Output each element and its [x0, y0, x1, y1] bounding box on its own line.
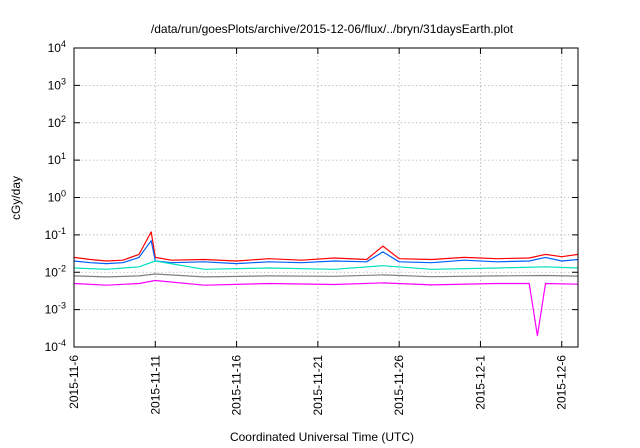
y-tick-label: 10-1 [45, 226, 66, 242]
series-line [73, 273, 579, 278]
y-axis-label: cGy/day [9, 176, 23, 220]
y-tick-label: 100 [48, 189, 66, 205]
y-tick-label: 10-2 [45, 263, 66, 279]
x-tick-label: 2015-11-26 [392, 355, 406, 416]
x-tick-label: 2015-12-6 [555, 355, 569, 410]
x-tick-label: 2015-11-21 [311, 355, 325, 416]
ticks-layer: 10-4 10-3 10-2 10-1 100 101 102 103 104 2015-11-6… [45, 39, 578, 416]
chart-title: /data/run/goesPlots/archive/2015-12-06/f… [151, 22, 514, 36]
y-tick-label: 101 [48, 151, 66, 167]
series-line [73, 260, 579, 270]
y-tick-label: 102 [48, 114, 66, 130]
series-line [73, 231, 579, 262]
grid-layer [74, 48, 578, 347]
x-axis-label: Coordinated Universal Time (UTC) [230, 430, 414, 444]
x-tick-label: 2015-11-16 [230, 355, 244, 416]
y-tick-label: 103 [48, 76, 66, 92]
series-line [73, 279, 579, 337]
series-layer [73, 231, 579, 337]
y-tick-label: 10-3 [45, 301, 66, 317]
series-line [73, 240, 579, 265]
x-tick-label: 2015-11-11 [148, 355, 162, 415]
y-tick-label: 104 [48, 39, 66, 55]
y-tick-label: 10-4 [45, 338, 66, 354]
x-tick-label: 2015-11-6 [67, 355, 81, 409]
x-tick-label: 2015-12-1 [473, 355, 487, 410]
